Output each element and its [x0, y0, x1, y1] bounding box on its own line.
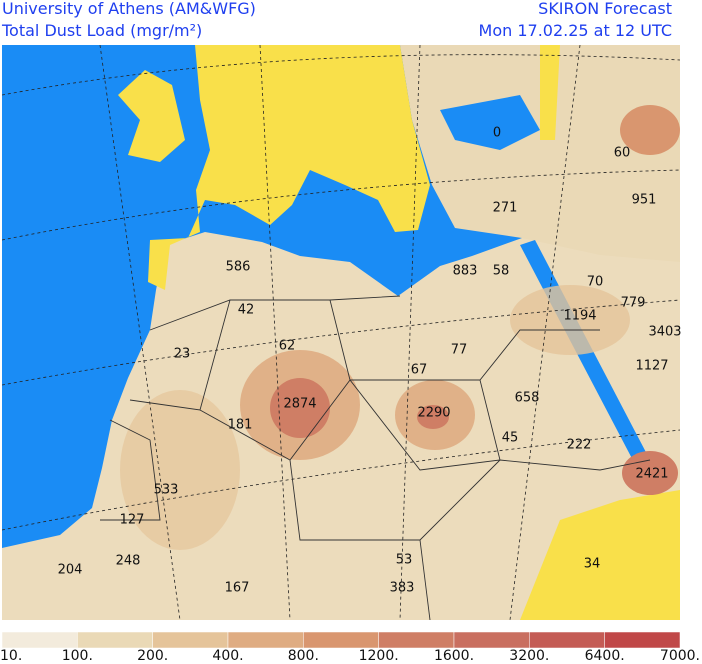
map-label: 248 — [116, 554, 141, 569]
map-label: 60 — [614, 146, 631, 161]
map-label: 58 — [493, 264, 510, 279]
map-label: 127 — [120, 513, 145, 528]
middle-east — [400, 45, 680, 262]
map-label: 42 — [238, 303, 255, 318]
colorbar-label: 1200. — [359, 648, 399, 664]
colorbar-box — [227, 631, 304, 649]
map-label: 383 — [390, 581, 415, 596]
colorbar-box — [152, 631, 229, 649]
map-label: 2874 — [283, 397, 316, 412]
map-label: 586 — [226, 260, 251, 275]
field: Total Dust Load (mgr/m²) — [1, 21, 202, 40]
map-label: 2290 — [417, 406, 450, 421]
colorbar: 10. 100. 200. 400. 800. 1200. 1600. 3200. 6400. 7… — [0, 631, 700, 664]
map-label: 62 — [279, 339, 296, 354]
colorbar-box — [378, 631, 455, 649]
dust-core — [622, 451, 678, 495]
map-label: 2421 — [635, 467, 668, 482]
colorbar-label: 100. — [62, 648, 93, 664]
colorbar-box — [303, 631, 379, 649]
colorbar-label: 800. — [288, 648, 319, 664]
map-label: 204 — [58, 563, 83, 578]
colorbar-label: 6400. — [585, 648, 625, 664]
map-label: 70 — [587, 275, 604, 290]
colorbar-box — [529, 631, 605, 649]
caucasus — [540, 45, 560, 140]
dust-plume — [120, 390, 240, 550]
valid-time: Mon 17.02.25 at 12 UTC — [479, 21, 672, 40]
dust-core — [620, 105, 680, 155]
colorbar-label: 200. — [137, 648, 168, 664]
map: 0 60 951 271 586 883 58 70 779 1194 3403 42 62 77 23 11… — [2, 45, 682, 620]
map-label: 222 — [567, 438, 592, 453]
map-label: 34 — [584, 557, 601, 572]
map-label: 533 — [154, 483, 179, 498]
borders — [100, 295, 651, 620]
map-label: 1194 — [563, 309, 596, 324]
product: SKIRON Forecast — [538, 0, 672, 18]
map-label: 779 — [621, 296, 646, 311]
colorbar-label: 7000. — [660, 648, 700, 664]
colorbar-box — [604, 631, 681, 649]
colorbar-label: 10. — [0, 648, 22, 664]
britain — [118, 70, 185, 162]
map-label: 45 — [502, 431, 519, 446]
colorbar-label: 1600. — [434, 648, 474, 664]
dust-core — [270, 378, 330, 438]
institution: University of Athens (AM&WFG) — [2, 0, 256, 18]
colorbar-label: 400. — [212, 648, 243, 664]
black-sea — [440, 95, 540, 150]
colorbar-box — [453, 631, 530, 649]
dust-core — [417, 405, 449, 429]
graticule — [2, 45, 680, 620]
map-label: 658 — [515, 391, 540, 406]
map-label: 271 — [493, 201, 518, 216]
map-label: 77 — [451, 343, 468, 358]
map-label: 181 — [228, 418, 253, 433]
dust-plume — [510, 285, 630, 355]
colorbar-label: 3200. — [509, 648, 549, 664]
map-label: 883 — [453, 264, 478, 279]
map-label: 67 — [411, 363, 428, 378]
map-label: 23 — [174, 347, 191, 362]
map-label: 1127 — [635, 359, 668, 374]
map-label: 167 — [225, 581, 250, 596]
colorbar-box — [77, 631, 153, 649]
map-label: 53 — [396, 553, 413, 568]
europe — [148, 45, 430, 290]
map-label: 0 — [493, 126, 501, 141]
map-label: 3403 — [648, 325, 681, 340]
colorbar-box — [1, 631, 78, 649]
east-africa — [520, 490, 680, 620]
map-label: 951 — [632, 193, 657, 208]
